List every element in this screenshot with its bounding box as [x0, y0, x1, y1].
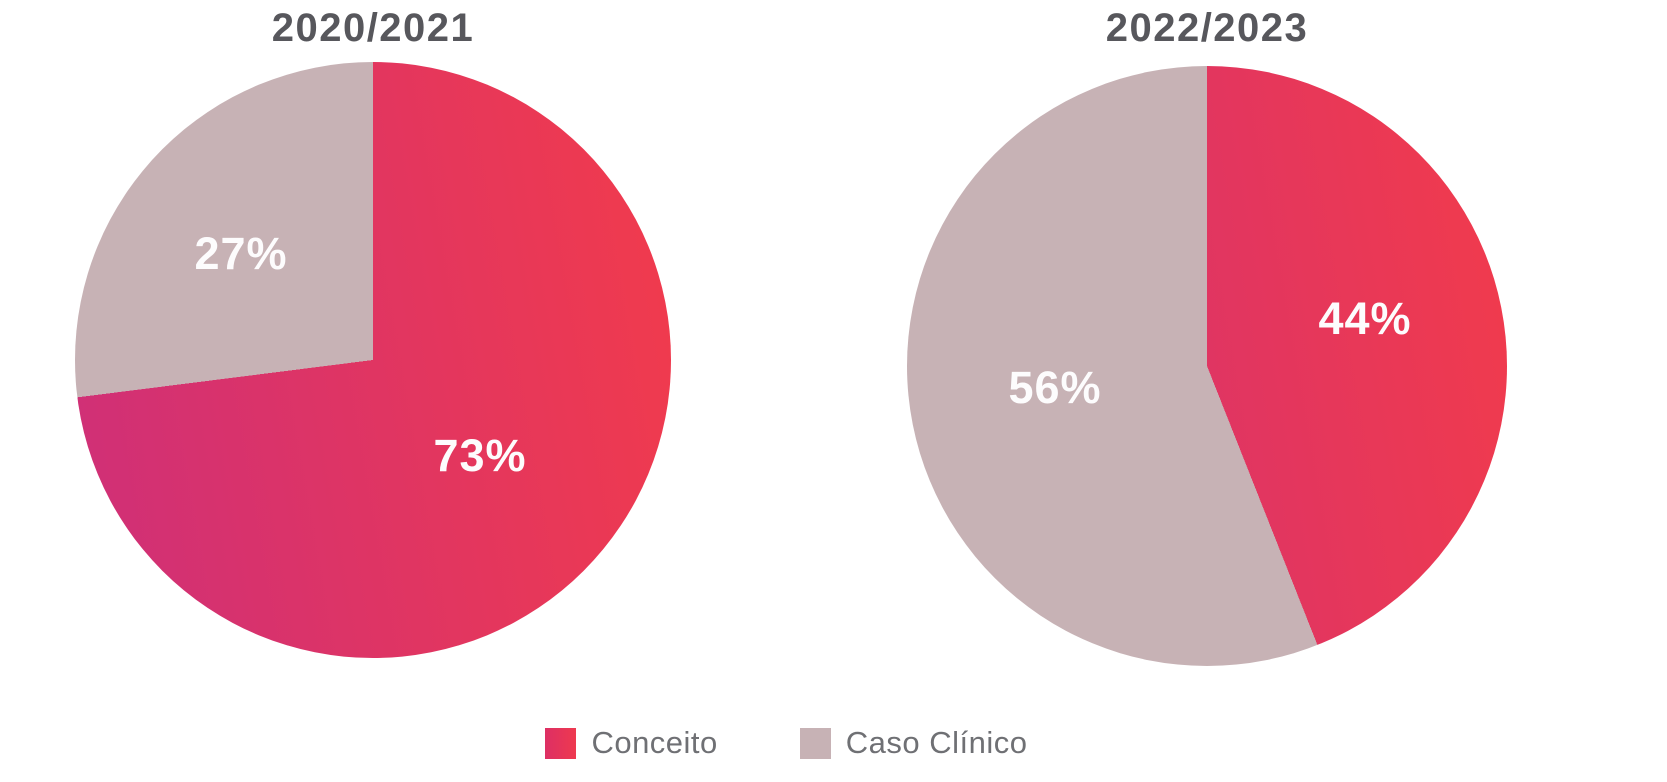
pie-chart-2020-2021: 73% 27%: [75, 62, 671, 658]
legend-label-caso-clinico: Caso Clínico: [845, 725, 1028, 760]
legend-swatch-caso-clinico-icon: [799, 727, 831, 759]
legend-item-caso-clinico: Caso Clínico: [799, 725, 1028, 761]
chart-title-2022-2023: 2022/2023: [1105, 6, 1309, 50]
slice-label-caso-clinico: 56%: [1008, 362, 1102, 413]
pie-chart-2022-2023: 44% 56%: [907, 66, 1507, 666]
legend-item-conceito: Conceito: [545, 725, 717, 761]
legend-swatch-conceito-icon: [545, 727, 577, 759]
legend: Conceito Caso Clínico: [0, 725, 1667, 761]
chart-title-2020-2021: 2020/2021: [271, 6, 475, 50]
slice-label-caso-clinico: 27%: [194, 228, 288, 279]
slice-label-conceito: 44%: [1318, 293, 1412, 344]
legend-label-conceito: Conceito: [591, 725, 718, 760]
slice-label-conceito: 73%: [433, 430, 527, 481]
